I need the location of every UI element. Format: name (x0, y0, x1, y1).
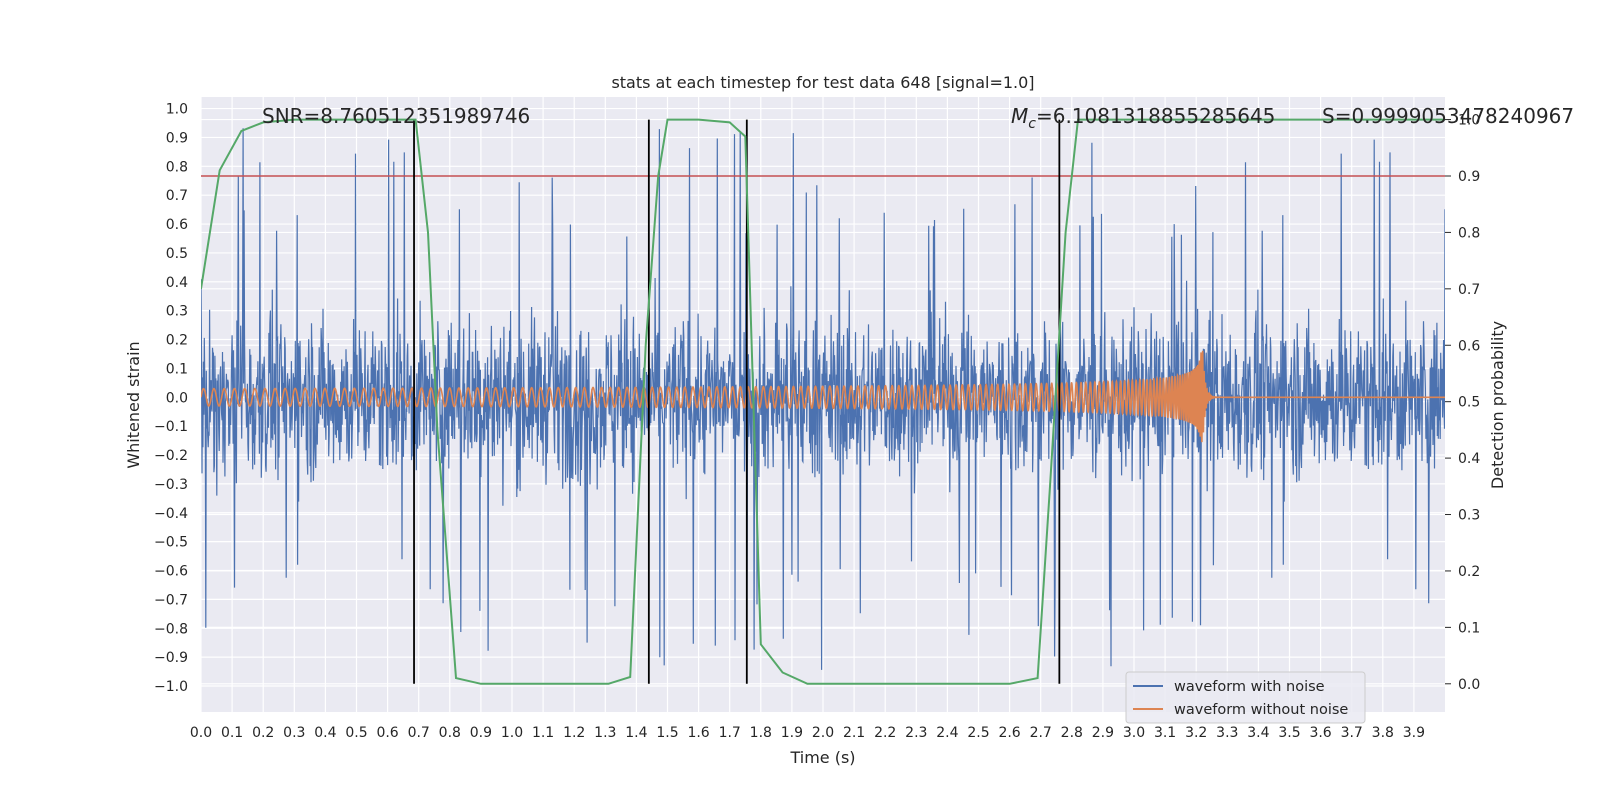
y-tick-label: 0.0 (166, 390, 188, 406)
y-tick-label: 0.6 (166, 217, 188, 233)
x-tick-label: 1.9 (781, 725, 803, 741)
right-y-tick-label: 1.0 (1458, 113, 1480, 129)
y-tick-label: 0.2 (166, 333, 188, 349)
x-tick-label: 3.4 (1247, 725, 1269, 741)
detection-probability-line (201, 118, 1445, 685)
x-tick-label: 0.0 (190, 725, 212, 741)
right-y-tick-label: 0.9 (1458, 169, 1480, 185)
noise-waveform-line (201, 128, 1445, 670)
x-tick-label: 1.4 (625, 725, 647, 741)
x-tick-label: 3.9 (1403, 725, 1425, 741)
y-axis-label: Whitened strain (124, 341, 143, 468)
x-tick-label: 3.7 (1341, 725, 1363, 741)
y-tick-labels: 1.0 0.9 0.8 0.7 0.6 0.5 0.4 0.3 0.2 0.1 0.0 −0.1 −0.… (154, 102, 188, 695)
x-tick-label: 2.9 (1092, 725, 1114, 741)
x-tick-label: 1.0 (501, 725, 523, 741)
y-tick-label: 1.0 (166, 102, 188, 118)
legend-box (1125, 671, 1366, 724)
right-y-tick-label: 0.6 (1458, 338, 1480, 354)
x-tick-label: 2.0 (812, 725, 834, 741)
right-y-tick-label: 0.7 (1458, 282, 1480, 298)
y-tick-label: −0.5 (154, 535, 188, 551)
y-tick-label: 0.5 (166, 246, 188, 262)
right-y-tick-labels: 1.0 0.9 0.8 0.7 0.6 0.5 0.4 0.3 0.2 0.1 0.0 (1445, 113, 1480, 693)
signal-waveform-line (201, 350, 1445, 443)
y-tick-label: 0.3 (166, 304, 188, 320)
x-tick-label: 0.7 (408, 725, 430, 741)
y-tick-label: −0.7 (154, 592, 188, 608)
x-tick-label: 3.1 (1154, 725, 1176, 741)
y-tick-label: −0.4 (154, 506, 188, 522)
right-y-tick-label: 0.3 (1458, 508, 1480, 524)
x-tick-label: 0.8 (439, 725, 461, 741)
mc-value: =6.1081318855285645 (1036, 104, 1275, 128)
mc-subscript: c (1028, 116, 1036, 132)
y-tick-label: −0.9 (154, 650, 188, 666)
right-y-axis-label: Detection probability (1488, 321, 1507, 489)
snr-annotation: SNR=8.760512351989746 (262, 104, 530, 128)
right-y-tick-label: 0.8 (1458, 225, 1480, 241)
mc-symbol: M (1011, 104, 1028, 128)
right-y-tick-label: 0.4 (1458, 451, 1480, 467)
y-tick-label: −0.8 (154, 621, 188, 637)
y-tick-label: −0.1 (154, 419, 188, 435)
right-y-tick-label: 0.0 (1458, 677, 1480, 693)
x-tick-label: 3.8 (1372, 725, 1394, 741)
x-tick-label: 0.4 (314, 725, 336, 741)
x-tick-label: 1.1 (532, 725, 554, 741)
x-tick-label: 1.7 (719, 725, 741, 741)
y-tick-label: 0.1 (166, 361, 188, 377)
legend-label-noise: waveform with noise (1174, 679, 1325, 695)
x-tick-label: 2.6 (998, 725, 1020, 741)
x-tick-label: 2.8 (1061, 725, 1083, 741)
x-tick-label: 2.3 (905, 725, 927, 741)
x-tick-label: 3.6 (1309, 725, 1331, 741)
x-tick-label: 0.5 (345, 725, 367, 741)
x-tick-label: 3.0 (1123, 725, 1145, 741)
x-tick-label: 0.6 (376, 725, 398, 741)
x-tick-label: 3.5 (1278, 725, 1300, 741)
x-axis-label: Time (s) (789, 748, 855, 767)
y-tick-label: −0.6 (154, 564, 188, 580)
x-tick-label: 0.1 (221, 725, 243, 741)
x-tick-label: 1.2 (563, 725, 585, 741)
x-tick-label: 0.9 (470, 725, 492, 741)
vertical-marker-lines (413, 119, 1061, 684)
legend: waveform with noise waveform without noi… (1125, 671, 1366, 724)
x-tick-label: 3.3 (1216, 725, 1238, 741)
y-tick-label: 0.8 (166, 159, 188, 175)
x-tick-label: 2.2 (874, 725, 896, 741)
x-tick-labels: 0.0 0.1 0.2 0.3 0.4 0.5 0.6 0.7 0.8 0.9 1.0 1.1 1.2 1… (190, 725, 1425, 741)
x-tick-label: 1.5 (656, 725, 678, 741)
right-y-tick-label: 0.1 (1458, 620, 1480, 636)
right-y-tick-label: 0.5 (1458, 395, 1480, 411)
x-tick-label: 2.4 (936, 725, 958, 741)
y-tick-label: −0.2 (154, 448, 188, 464)
plot-area (201, 118, 1445, 685)
x-tick-label: 3.2 (1185, 725, 1207, 741)
chirp-mass-annotation: Mc=6.1081318855285645 (1011, 104, 1275, 132)
y-tick-label: −1.0 (154, 679, 188, 695)
x-tick-label: 0.3 (283, 725, 305, 741)
x-tick-label: 0.2 (252, 725, 274, 741)
x-tick-label: 1.6 (687, 725, 709, 741)
legend-label-signal: waveform without noise (1174, 702, 1348, 718)
x-tick-label: 2.7 (1030, 725, 1052, 741)
y-tick-label: 0.7 (166, 188, 188, 204)
x-tick-label: 1.8 (750, 725, 772, 741)
y-tick-label: −0.3 (154, 477, 188, 493)
chart-title: stats at each timestep for test data 648… (611, 73, 1034, 92)
right-y-tick-label: 0.2 (1458, 564, 1480, 580)
x-tick-label: 1.3 (594, 725, 616, 741)
y-tick-label: 0.9 (166, 130, 188, 146)
significance-annotation: S=0.9999053478240967 (1322, 104, 1574, 128)
y-tick-label: 0.4 (166, 275, 188, 291)
x-tick-label: 2.5 (967, 725, 989, 741)
x-tick-label: 2.1 (843, 725, 865, 741)
